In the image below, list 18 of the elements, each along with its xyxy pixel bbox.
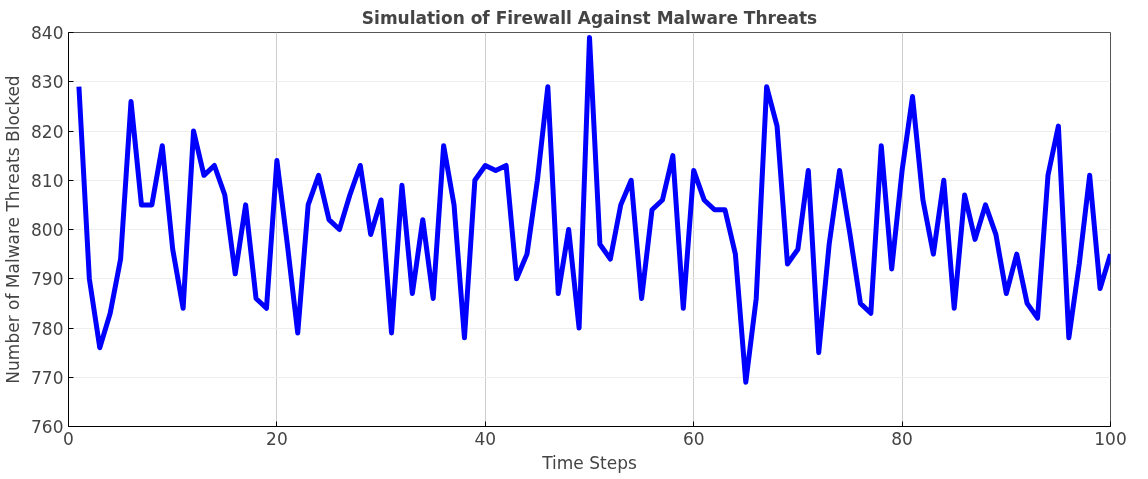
x-tick-label: 100 [1094, 428, 1127, 449]
x-tick-label: 80 [891, 428, 913, 449]
y-tick-label: 840 [31, 23, 64, 43]
chart-title: Simulation of Firewall Against Malware Threats [361, 7, 818, 28]
y-tick-label: 760 [31, 417, 64, 437]
y-tick-label: 810 [31, 170, 64, 191]
y-tick-label: 820 [31, 121, 64, 142]
x-tick-label: 40 [474, 428, 497, 449]
x-tick-label: 0 [63, 428, 74, 449]
x-tick-label: 60 [682, 428, 705, 449]
y-tick-label: 780 [31, 318, 64, 339]
y-tick-label: 800 [31, 220, 64, 240]
y-tick-label: 790 [31, 269, 64, 290]
y-axis-title: Number of Malware Threats Blocked [3, 75, 24, 384]
y-tick-label: 770 [31, 367, 64, 388]
x-tick-label: 20 [266, 428, 288, 449]
y-tick-label: 830 [31, 72, 64, 93]
x-axis-title: Time Steps [541, 452, 637, 473]
